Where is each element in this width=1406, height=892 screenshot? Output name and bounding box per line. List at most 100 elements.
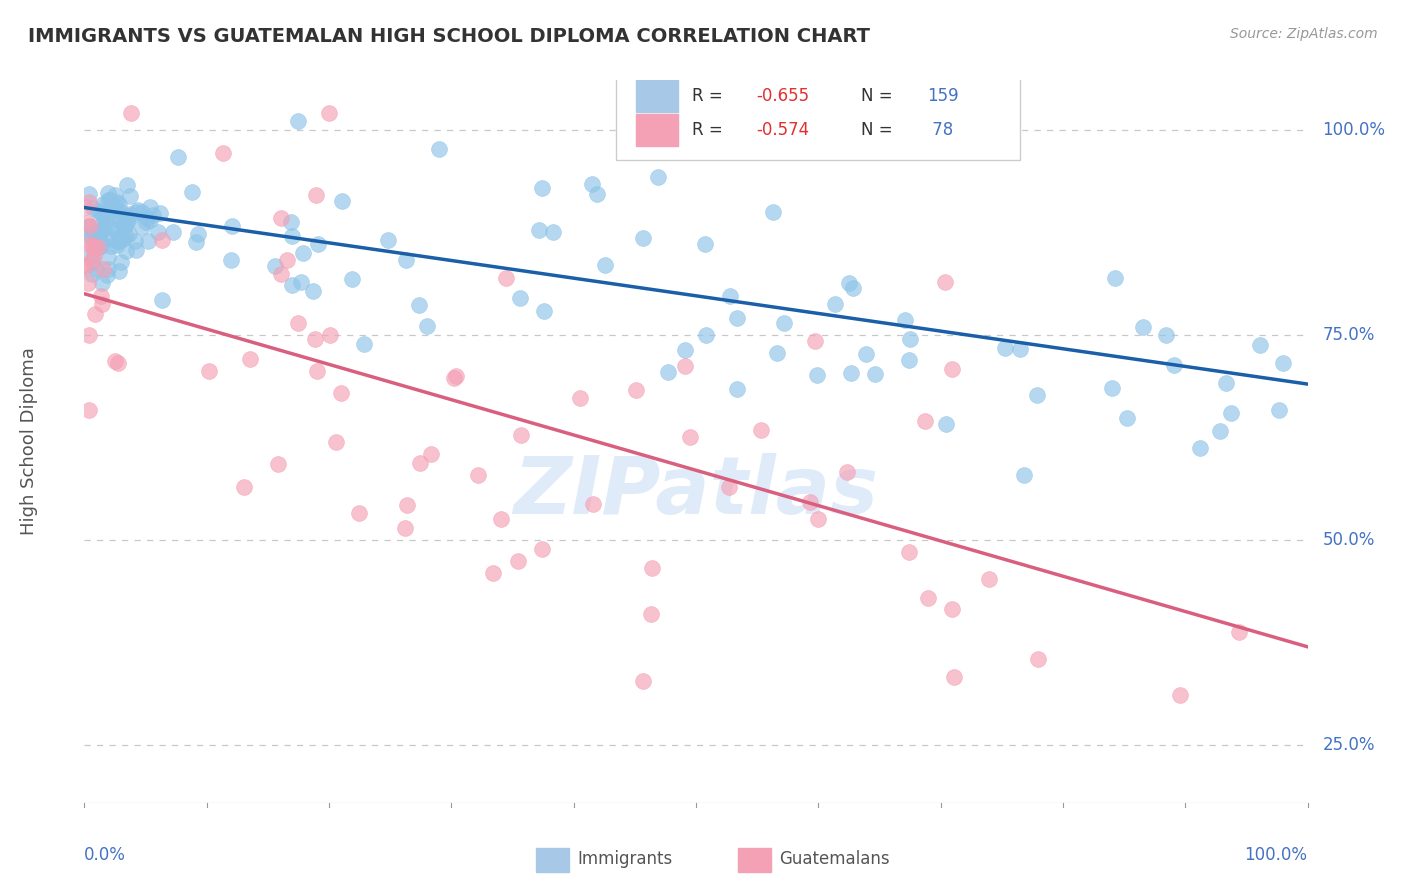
Point bbox=[894, 313, 917, 327]
Point bbox=[287, 316, 309, 330]
Point bbox=[112, 218, 135, 232]
Point bbox=[77, 186, 100, 201]
Point bbox=[1168, 688, 1191, 702]
Point bbox=[117, 227, 139, 242]
Point bbox=[131, 205, 153, 219]
Point bbox=[979, 572, 1001, 586]
Point bbox=[98, 193, 121, 207]
Point bbox=[117, 210, 139, 224]
Point bbox=[110, 255, 132, 269]
Point bbox=[1268, 403, 1291, 417]
Point bbox=[898, 352, 921, 367]
Text: 100.0%: 100.0% bbox=[1322, 120, 1385, 138]
Point bbox=[510, 427, 533, 442]
Point bbox=[89, 235, 111, 250]
Text: 75.0%: 75.0% bbox=[1322, 326, 1375, 343]
Point bbox=[941, 601, 963, 615]
Point bbox=[87, 204, 110, 219]
Point bbox=[1249, 338, 1271, 352]
Point bbox=[87, 228, 110, 243]
Point bbox=[1010, 342, 1032, 356]
Point bbox=[87, 231, 110, 245]
Point bbox=[395, 498, 418, 512]
Point bbox=[301, 284, 323, 298]
Point bbox=[443, 370, 465, 384]
Point bbox=[270, 268, 292, 282]
Point bbox=[842, 280, 865, 294]
Point bbox=[108, 264, 131, 278]
Point bbox=[307, 364, 329, 378]
Point bbox=[82, 201, 104, 215]
Point bbox=[83, 248, 105, 262]
Point bbox=[110, 230, 132, 244]
Point bbox=[136, 211, 159, 226]
Point bbox=[508, 554, 530, 568]
Point bbox=[120, 106, 142, 120]
Text: 100.0%: 100.0% bbox=[1244, 847, 1308, 864]
Point bbox=[103, 199, 125, 213]
Point bbox=[90, 289, 112, 303]
Point bbox=[941, 361, 963, 376]
Point bbox=[280, 215, 302, 229]
Point bbox=[1163, 358, 1185, 372]
Text: 159: 159 bbox=[927, 87, 959, 105]
Point bbox=[125, 243, 148, 257]
Point bbox=[408, 298, 430, 312]
Point bbox=[1132, 320, 1154, 334]
Point bbox=[96, 268, 118, 282]
Point bbox=[281, 278, 304, 293]
Text: 50.0%: 50.0% bbox=[1322, 531, 1375, 549]
Text: R =: R = bbox=[692, 121, 728, 139]
Point bbox=[725, 382, 748, 396]
Point bbox=[107, 235, 129, 249]
Point bbox=[94, 210, 117, 224]
Point bbox=[1026, 651, 1049, 665]
Point bbox=[838, 276, 860, 290]
Point bbox=[112, 232, 135, 246]
Point bbox=[419, 447, 441, 461]
FancyBboxPatch shape bbox=[636, 80, 678, 112]
Point bbox=[84, 226, 107, 240]
Point bbox=[139, 201, 162, 215]
Point bbox=[799, 495, 821, 509]
Text: R =: R = bbox=[692, 87, 728, 105]
Point bbox=[76, 276, 98, 290]
Point bbox=[89, 224, 111, 238]
Point bbox=[679, 430, 702, 444]
Point bbox=[481, 566, 503, 581]
Point bbox=[263, 259, 285, 273]
Point bbox=[725, 310, 748, 325]
Point bbox=[824, 296, 846, 310]
Point bbox=[97, 194, 120, 208]
Point bbox=[73, 258, 96, 272]
Point bbox=[1227, 625, 1250, 640]
Point bbox=[114, 219, 136, 234]
Point bbox=[131, 219, 153, 234]
Point bbox=[232, 480, 254, 494]
Point bbox=[93, 210, 115, 224]
Point bbox=[695, 327, 717, 342]
Point bbox=[111, 231, 134, 245]
Point bbox=[105, 194, 128, 209]
Point bbox=[495, 271, 517, 285]
Point bbox=[186, 235, 208, 249]
Text: Immigrants: Immigrants bbox=[578, 850, 672, 868]
Point bbox=[489, 512, 512, 526]
Point bbox=[162, 225, 184, 239]
Point bbox=[304, 332, 326, 346]
Point bbox=[97, 186, 120, 200]
Point bbox=[84, 307, 107, 321]
Point bbox=[79, 237, 101, 252]
Point bbox=[673, 343, 696, 358]
Point bbox=[107, 356, 129, 370]
Point bbox=[267, 457, 290, 471]
Point bbox=[104, 187, 127, 202]
Point bbox=[76, 215, 98, 229]
Point bbox=[89, 239, 111, 253]
Point bbox=[87, 224, 110, 238]
Point bbox=[219, 252, 242, 267]
Point bbox=[329, 386, 352, 401]
Text: -0.655: -0.655 bbox=[756, 87, 808, 105]
Point bbox=[73, 260, 96, 275]
Point bbox=[93, 221, 115, 235]
